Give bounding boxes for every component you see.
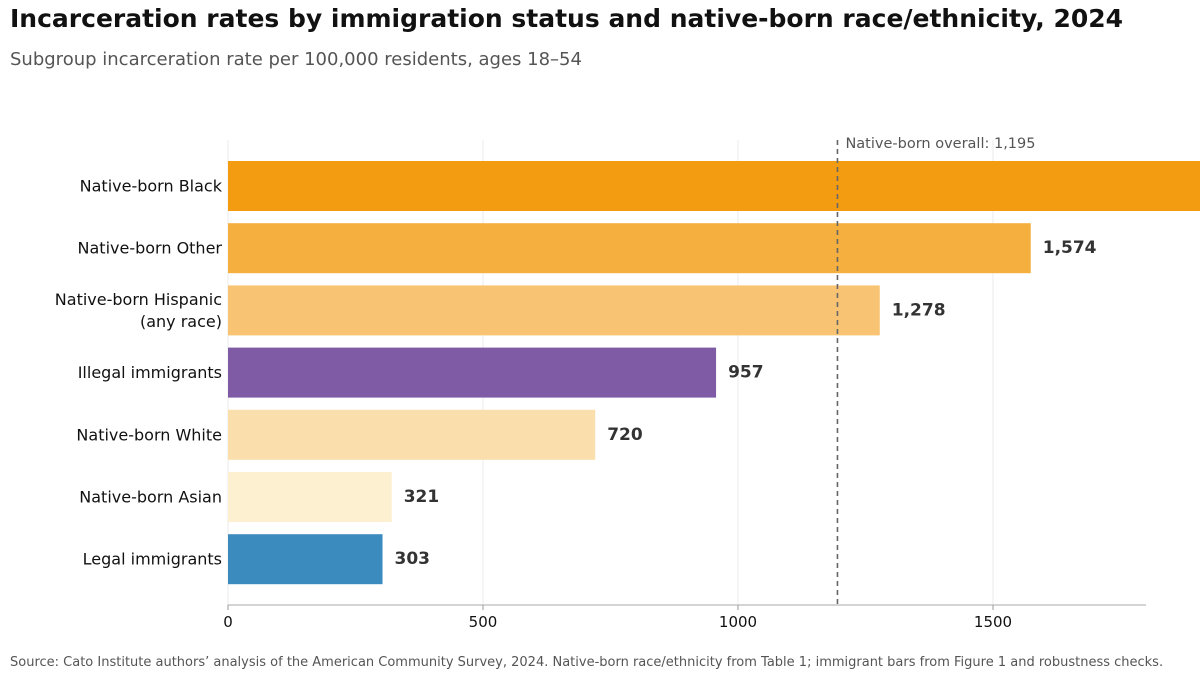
category-label: Native-born Black <box>80 177 223 196</box>
x-tick-label: 0 <box>223 613 233 631</box>
category-label: Legal immigrants <box>83 550 222 569</box>
x-tick-label: 500 <box>469 613 498 631</box>
value-label: 957 <box>728 363 764 383</box>
source-note: Source: Cato Institute authors’ analysis… <box>10 655 1164 670</box>
bar <box>228 285 880 336</box>
bar <box>228 472 392 522</box>
value-label: 1,278 <box>892 300 946 320</box>
bar <box>228 161 1200 211</box>
bar <box>228 347 717 398</box>
value-label: 1,574 <box>1043 238 1097 258</box>
x-tick-label: 1000 <box>719 613 757 631</box>
bar <box>228 534 383 585</box>
reference-line-group: Native-born overall: 1,195 <box>836 136 1035 605</box>
value-label: 720 <box>607 425 643 445</box>
x-axis: 0500100015002000250030003500 <box>223 604 1146 631</box>
bar <box>228 409 596 460</box>
category-label: Native-born Hispanic <box>55 290 222 309</box>
category-label: Native-born Asian <box>79 488 222 507</box>
reference-line-label: Native-born overall: 1,195 <box>845 136 1035 152</box>
bar <box>228 223 1031 274</box>
category-label: Illegal immigrants <box>78 363 222 382</box>
category-label: Native-born Other <box>78 239 223 258</box>
bars: Native-born Black3,349Native-born Other1… <box>55 161 1200 585</box>
x-tick-label: 1500 <box>974 613 1012 631</box>
chart-title: Incarceration rates by immigration statu… <box>10 4 1124 33</box>
category-label: (any race) <box>140 312 222 331</box>
value-label: 303 <box>395 549 431 569</box>
value-label: 321 <box>404 487 440 507</box>
chart-subtitle: Subgroup incarceration rate per 100,000 … <box>10 49 582 70</box>
category-label: Native-born White <box>76 425 222 444</box>
